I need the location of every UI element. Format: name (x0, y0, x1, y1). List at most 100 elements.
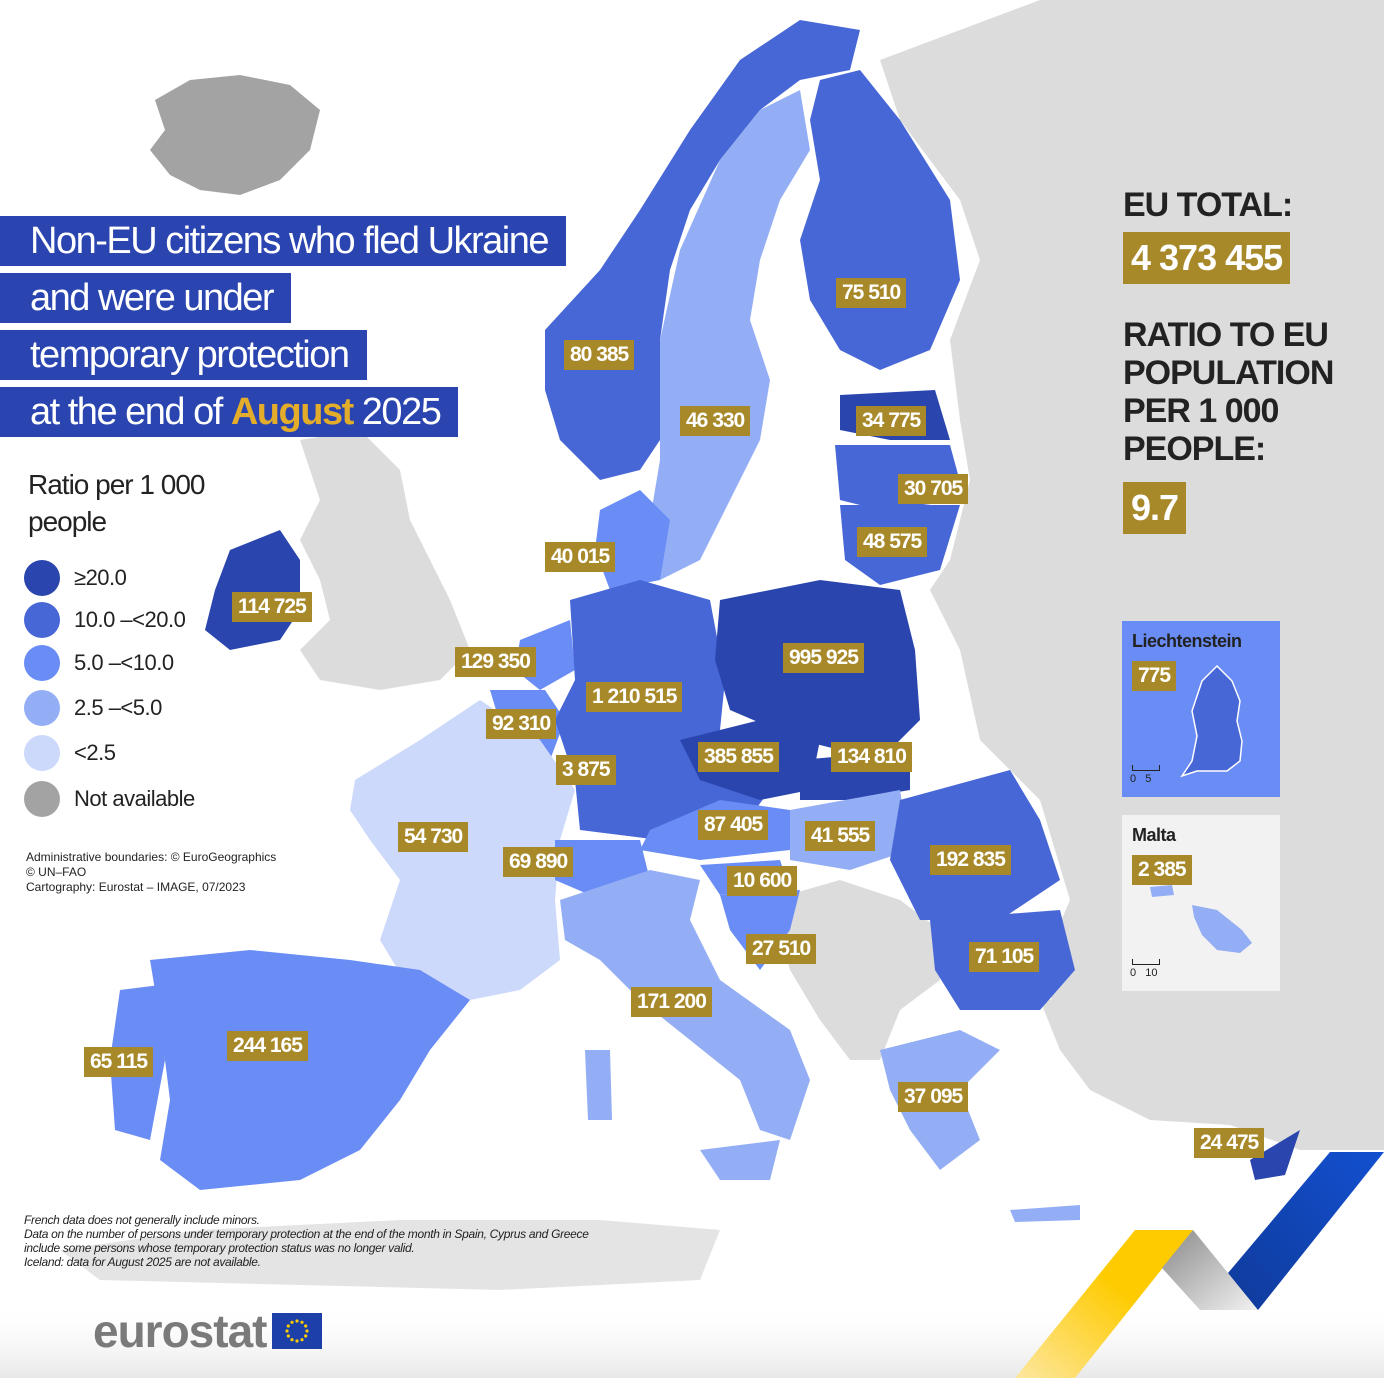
scale-end: 5 (1145, 773, 1152, 785)
label-belgium: 92 310 (486, 709, 557, 739)
label-romania: 192 835 (930, 845, 1011, 875)
malta-shape (1150, 885, 1252, 953)
legend-title-line-1: Ratio per 1 000 (28, 469, 205, 500)
balkans-land (770, 880, 940, 1060)
legend-swatch (24, 560, 60, 596)
ribbon-grey (1162, 1230, 1258, 1310)
legend-label: Not available (74, 786, 195, 811)
legend-swatch (24, 645, 60, 681)
legend-label: 5.0 –<10.0 (74, 650, 174, 675)
ratio-label-line: RATIO TO EU (1123, 316, 1329, 354)
credits-line: Cartography: Eurostat – IMAGE, 07/2023 (26, 880, 246, 894)
title-text-4-prefix: at the end of (30, 391, 223, 433)
label-germany: 1 210 515 (586, 682, 683, 712)
eu-flag-icon (272, 1313, 323, 1349)
sardinia (585, 1050, 612, 1120)
scale-start: 0 (1130, 967, 1137, 979)
label-spain: 244 165 (227, 1031, 308, 1061)
footnotes: French data does not generally include m… (24, 1213, 589, 1269)
title-text-2: and were under (30, 277, 275, 319)
inset-title: Malta (1132, 825, 1176, 845)
legend-swatch (24, 690, 60, 726)
footnote: French data does not generally include m… (24, 1213, 260, 1227)
sweden (650, 90, 810, 580)
label-italy: 171 200 (631, 987, 712, 1017)
credits-line: © UN–FAO (26, 865, 87, 879)
label-france: 54 730 (398, 822, 469, 852)
label-austria: 87 405 (698, 810, 769, 840)
label-slovenia: 10 600 (727, 866, 798, 896)
legend-item-10-20: 10.0 –<20.0 (24, 602, 186, 638)
eurostat-logo: eurostat (93, 1305, 323, 1357)
label-croatia: 27 510 (746, 934, 817, 964)
title-text-3: temporary protection (30, 334, 350, 376)
scale-start: 0 (1130, 773, 1137, 785)
label-hungary: 41 555 (805, 821, 876, 851)
label-bulgaria: 71 105 (969, 942, 1040, 972)
footnote: Iceland: data for August 2025 are not av… (24, 1255, 261, 1269)
label-netherlands: 129 350 (455, 647, 536, 677)
ratio-value: 9.7 (1123, 482, 1187, 534)
scale-end: 10 (1145, 967, 1158, 979)
label-liechtenstein: 775 (1132, 661, 1177, 691)
legend-title-line-2: people (28, 506, 107, 537)
legend-title: Ratio per 1 000 people (28, 466, 205, 540)
label-estonia: 34 775 (856, 406, 927, 436)
label-finland: 75 510 (836, 278, 907, 308)
eu-total-label: EU TOTAL: (1123, 186, 1293, 224)
label-sweden: 46 330 (680, 406, 751, 436)
credits-line: Administrative boundaries: © EuroGeograp… (26, 850, 277, 864)
cyprus (1250, 1130, 1300, 1180)
spain (150, 950, 470, 1190)
legend-item-5-10: 5.0 –<10.0 (24, 645, 174, 681)
title-line-3: temporary protection (0, 330, 367, 380)
label-poland: 995 925 (783, 643, 864, 673)
liechtenstein-shape (1180, 664, 1243, 778)
label-portugal: 65 115 (84, 1047, 154, 1077)
croatia (720, 890, 800, 970)
footnote: Data on the number of persons under temp… (24, 1227, 589, 1241)
label-ireland: 114 725 (232, 592, 312, 622)
ireland (205, 530, 300, 650)
turkey-land (1040, 980, 1384, 1150)
label-greece: 37 095 (898, 1082, 969, 1112)
inset-liechtenstein: Liechtenstein 775 0 5 (1122, 621, 1280, 797)
footnote: include some persons whose temporary pro… (24, 1241, 415, 1255)
legend-swatch (24, 735, 60, 771)
legend-label: 10.0 –<20.0 (74, 607, 186, 632)
legend-swatch (24, 602, 60, 638)
legend-label: 2.5 –<5.0 (74, 695, 162, 720)
ratio-label-line: PEOPLE: (1123, 430, 1266, 468)
scale-bar: 0 5 (1130, 765, 1160, 785)
title-text-1: Non-EU citizens who fled Ukraine (30, 220, 550, 262)
legend-item-lt2-5: <2.5 (24, 735, 116, 771)
ratio-label-line: PER 1 000 (1123, 392, 1279, 430)
north-africa-land (60, 1220, 720, 1290)
sicily (700, 1140, 780, 1180)
title-line-4: at the end of August 2025 (0, 387, 459, 437)
label-malta: 2 385 (1132, 855, 1192, 885)
label-cyprus: 24 475 (1194, 1128, 1265, 1158)
legend-label: <2.5 (74, 740, 116, 765)
label-denmark: 40 015 (545, 542, 616, 572)
label-norway: 80 385 (564, 340, 635, 370)
eu-total-value: 4 373 455 (1123, 232, 1291, 284)
map-credits: Administrative boundaries: © EuroGeograp… (26, 850, 276, 895)
logo-text: eurostat (93, 1305, 267, 1357)
legend-label: ≥20.0 (74, 565, 127, 590)
uk-land (300, 430, 470, 690)
label-slovakia: 134 810 (831, 742, 912, 772)
label-czechia: 385 855 (698, 742, 779, 772)
ratio-label: RATIO TO EU POPULATION PER 1 000 PEOPLE: (1123, 316, 1334, 468)
ribbon-blue (1228, 1152, 1384, 1310)
label-luxembourg: 3 875 (556, 755, 616, 785)
title-year: 2025 (361, 391, 442, 433)
inset-malta: Malta 2 385 0 10 (1122, 815, 1280, 991)
legend-swatch (24, 781, 60, 817)
label-lithuania: 48 575 (857, 527, 928, 557)
inset-title: Liechtenstein (1132, 631, 1242, 651)
title-line-2: and were under (0, 273, 292, 323)
ratio-label-line: POPULATION (1123, 354, 1334, 392)
legend-item-ge20: ≥20.0 (24, 560, 127, 596)
ribbon-yellow (1015, 1230, 1193, 1378)
